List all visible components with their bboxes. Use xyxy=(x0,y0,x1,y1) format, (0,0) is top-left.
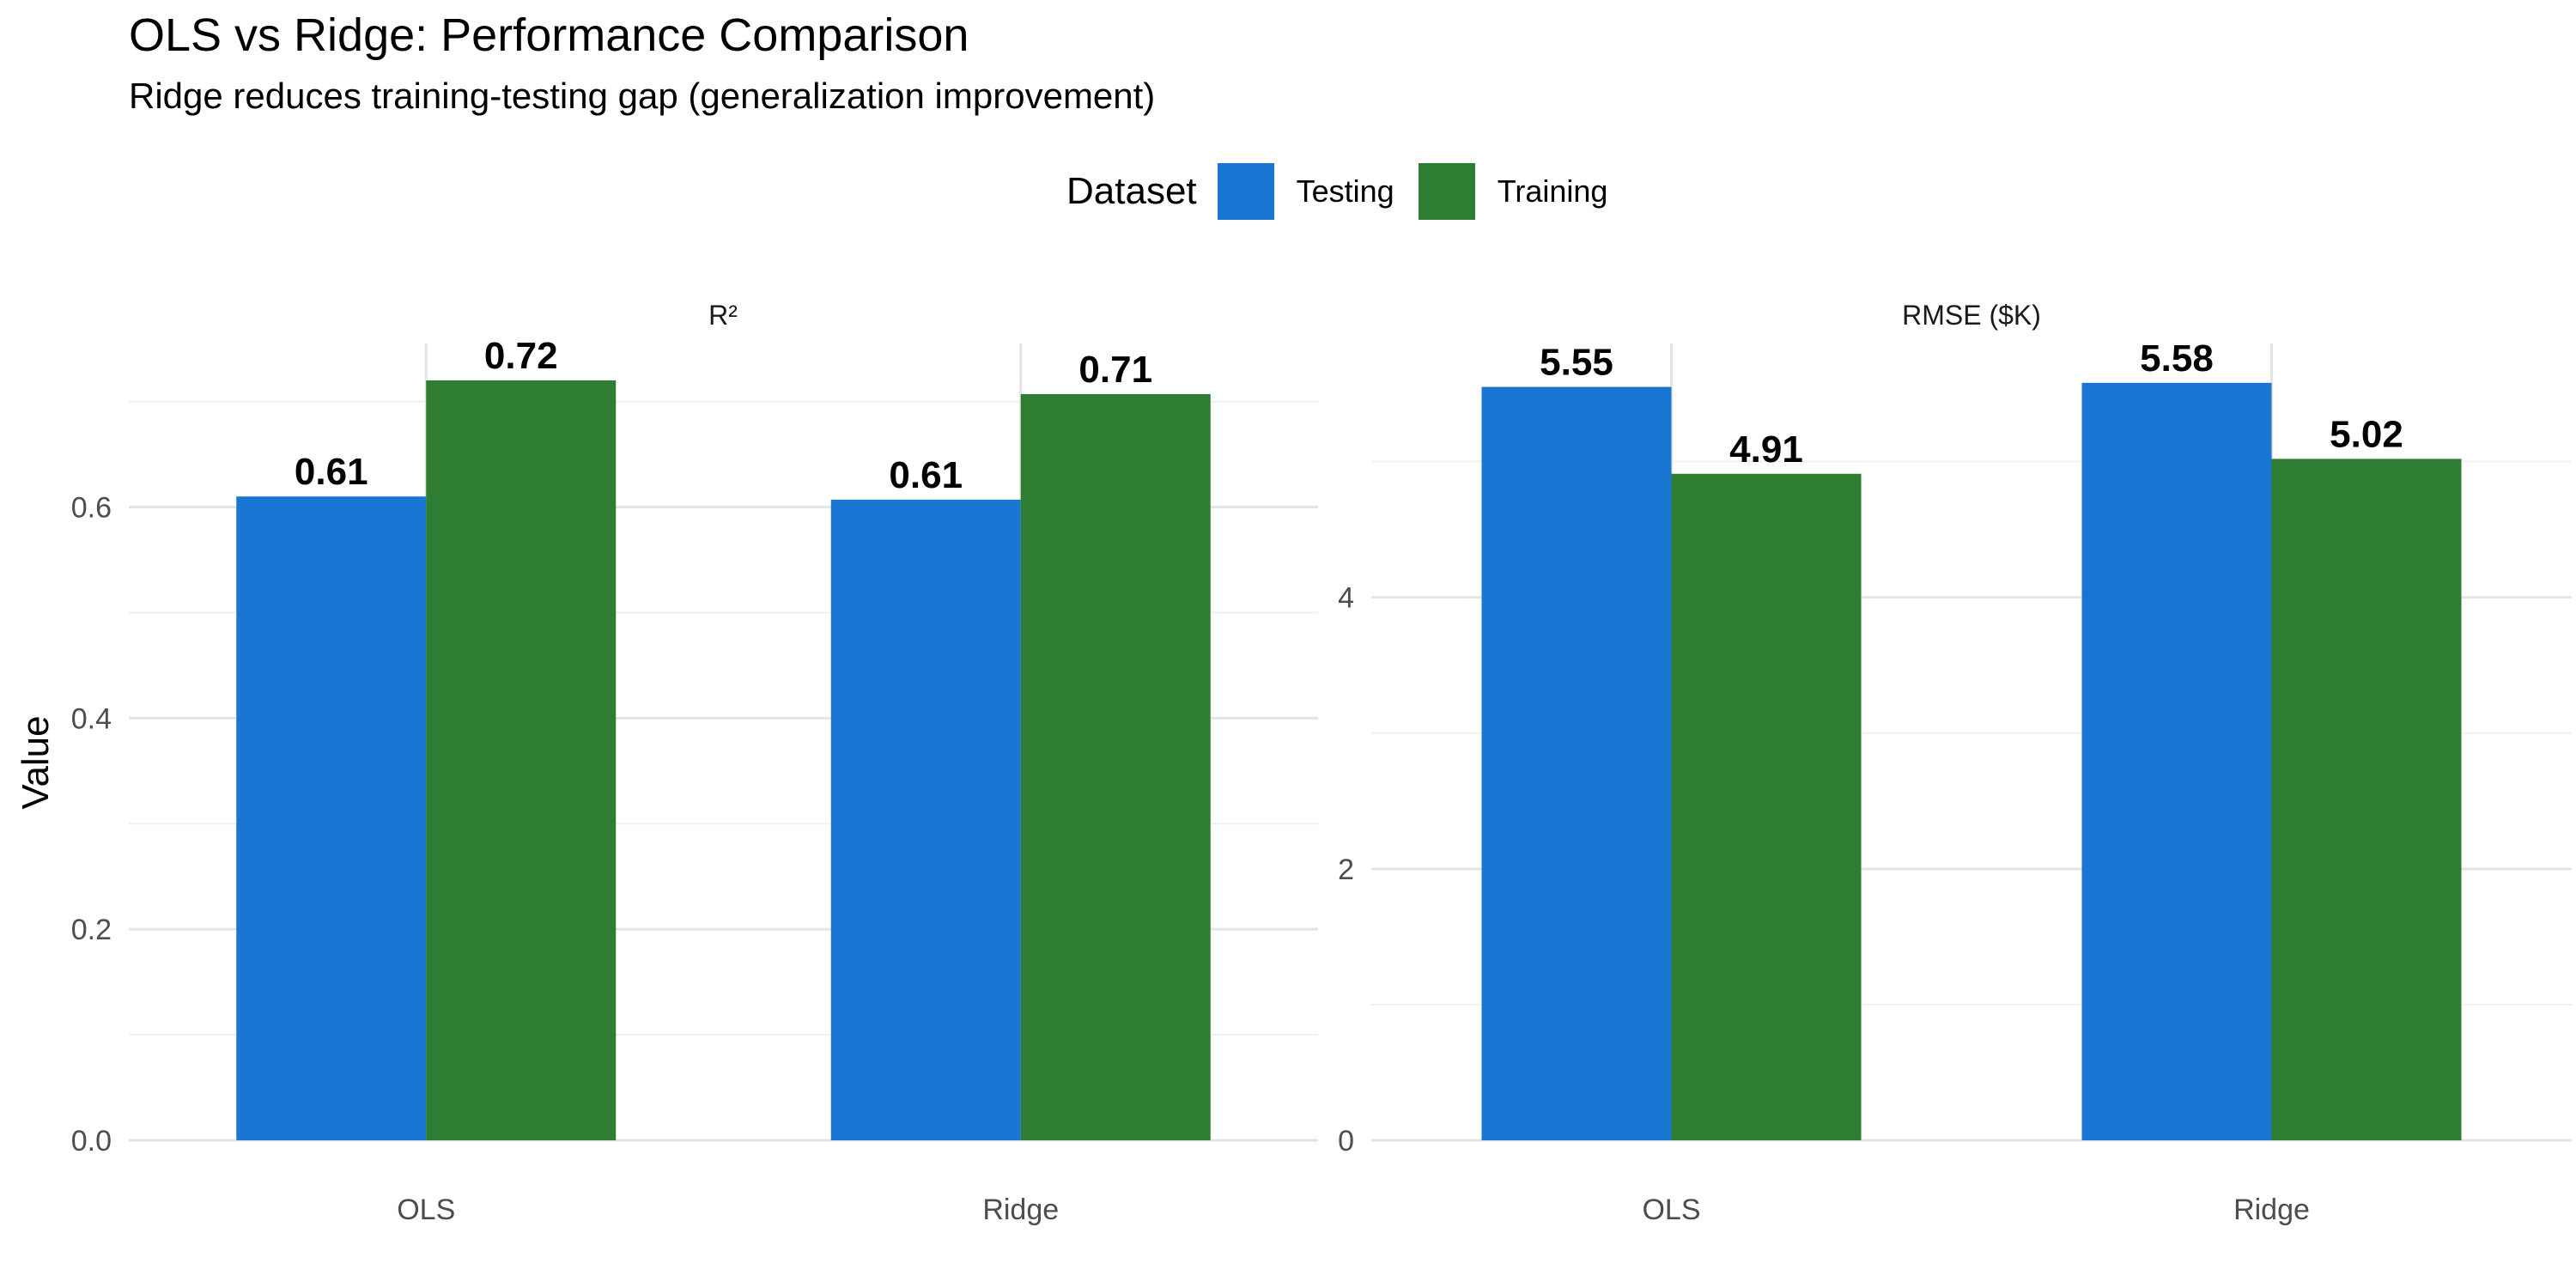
data-label: 5.02 xyxy=(2330,413,2403,455)
data-label: 4.91 xyxy=(1729,428,1803,471)
y-tick-label: 0.6 xyxy=(71,492,112,525)
y-tick-label: 0.4 xyxy=(71,702,112,735)
legend-swatch-testing xyxy=(1217,163,1274,220)
bar-training xyxy=(2271,459,2462,1140)
data-label: 5.55 xyxy=(1540,342,1613,384)
chart-title: OLS vs Ridge: Performance Comparison xyxy=(129,9,969,61)
chart-subtitle: Ridge reduces training-testing gap (gene… xyxy=(129,76,1156,116)
legend-label-testing: Testing xyxy=(1296,173,1394,209)
x-tick-label: OLS xyxy=(397,1194,455,1226)
y-tick-label: 2 xyxy=(1338,854,1354,886)
legend-item-testing: Testing xyxy=(1217,163,1394,220)
bar-testing xyxy=(830,499,1021,1140)
bar-testing xyxy=(236,496,427,1140)
data-label: 0.61 xyxy=(295,451,368,493)
legend-label-training: Training xyxy=(1497,173,1608,209)
data-label: 0.71 xyxy=(1078,349,1152,391)
x-tick-label: Ridge xyxy=(982,1194,1059,1226)
data-label: 0.61 xyxy=(889,454,963,496)
legend-item-training: Training xyxy=(1418,163,1608,220)
y-tick-label: 0.0 xyxy=(71,1125,112,1157)
bar-testing xyxy=(2081,382,2272,1140)
legend-swatch-training xyxy=(1418,163,1475,220)
bar-testing xyxy=(1481,386,1672,1140)
y-tick-label: 0.2 xyxy=(71,914,112,946)
y-tick-label: 0 xyxy=(1338,1125,1354,1157)
y-axis-label: Value xyxy=(15,715,57,809)
x-tick-label: Ridge xyxy=(2233,1194,2310,1226)
y-tick-label: 4 xyxy=(1338,582,1354,615)
bar-training xyxy=(1020,393,1211,1141)
bar-training xyxy=(426,380,617,1140)
data-label: 5.58 xyxy=(2140,337,2214,380)
panel-title: R² xyxy=(708,300,738,331)
bar-training xyxy=(1671,473,1862,1140)
x-tick-label: OLS xyxy=(1642,1194,1700,1226)
panel-title: RMSE ($K) xyxy=(1902,300,2041,331)
data-label: 0.72 xyxy=(484,335,558,377)
legend-title: Dataset xyxy=(1066,170,1197,212)
legend: Dataset Testing Training xyxy=(1066,163,1631,220)
